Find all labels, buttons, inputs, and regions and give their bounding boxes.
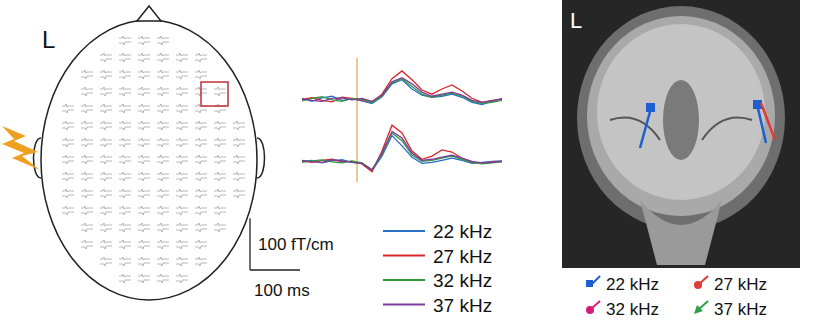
svg-text:L: L bbox=[42, 26, 55, 53]
svg-text:37 kHz: 37 kHz bbox=[433, 295, 492, 316]
svg-text:100 ms: 100 ms bbox=[254, 281, 310, 300]
svg-text:32 kHz: 32 kHz bbox=[433, 270, 492, 291]
svg-text:22 kHz: 22 kHz bbox=[433, 221, 492, 242]
svg-text:L: L bbox=[570, 8, 582, 33]
svg-text:100 fT/cm: 100 fT/cm bbox=[258, 235, 334, 254]
svg-text:32 kHz: 32 kHz bbox=[606, 300, 659, 319]
svg-text:27 kHz: 27 kHz bbox=[714, 275, 767, 294]
svg-text:37 kHz: 37 kHz bbox=[714, 300, 767, 319]
svg-text:22 kHz: 22 kHz bbox=[606, 275, 659, 294]
svg-text:27 kHz: 27 kHz bbox=[433, 246, 492, 267]
